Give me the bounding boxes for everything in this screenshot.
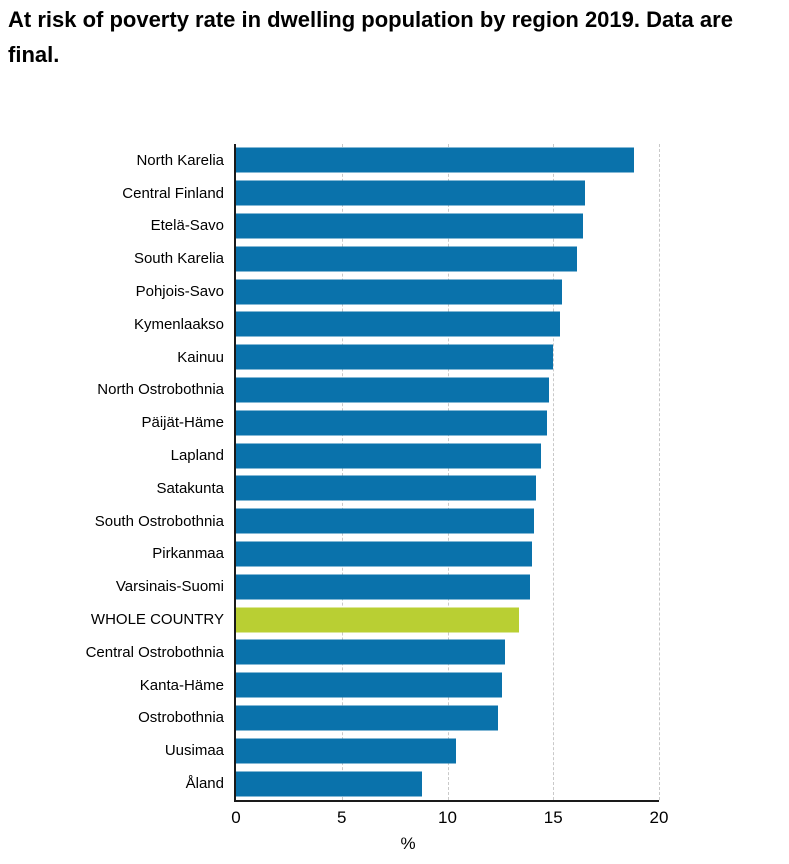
bar-row: Pirkanmaa (0, 538, 789, 571)
category-label-ostrobothnia: Ostrobothnia (138, 709, 224, 727)
category-label-pirkanmaa: Pirkanmaa (152, 545, 224, 563)
bar-row: Ostrobothnia (0, 702, 789, 735)
bar-row: Kymenlaakso (0, 308, 789, 341)
bar-kymenlaakso (236, 311, 560, 337)
category-label-uusimaa: Uusimaa (164, 742, 224, 760)
x-axis-title: % (400, 834, 416, 853)
bar-row: North Ostrobothnia (0, 374, 789, 407)
category-label-north-karelia: North Karelia (136, 151, 224, 169)
gridline (553, 144, 555, 800)
category-label-satakunta: Satakunta (156, 479, 224, 497)
bar-row: South Karelia (0, 242, 789, 275)
bar-row: Kanta-Häme (0, 669, 789, 702)
category-label-etel-savo: Etelä-Savo (150, 217, 224, 235)
category-label-central-finland: Central Finland (122, 184, 224, 202)
category-label-central-ostrobothnia: Central Ostrobothnia (85, 643, 224, 661)
category-label-kainuu: Kainuu (177, 348, 224, 366)
bar-row: Etelä-Savo (0, 210, 789, 243)
bar-p-ij-t-h-me (236, 410, 547, 436)
bar-etel-savo (236, 213, 583, 239)
bar-pohjois-savo (236, 279, 562, 305)
bar-row: Varsinais-Suomi (0, 570, 789, 603)
x-tick-label-15: 15 (543, 808, 563, 827)
x-tick-label-0: 0 (231, 808, 241, 827)
category-label-p-ij-t-h-me: Päijät-Häme (141, 414, 224, 432)
bar-row: Uusimaa (0, 734, 789, 767)
bar-pirkanmaa (236, 541, 533, 567)
bar-row: Satakunta (0, 472, 789, 505)
bar-whole-country (236, 607, 520, 633)
bar-row: Päijät-Häme (0, 406, 789, 439)
category-label-kymenlaakso: Kymenlaakso (133, 315, 224, 333)
bar-lapland (236, 443, 541, 469)
category-label-lapland: Lapland (170, 447, 224, 465)
category-label-south-karelia: South Karelia (133, 250, 224, 268)
bar-kainuu (236, 344, 554, 370)
category-label-land: Åland (185, 775, 224, 793)
bar-satakunta (236, 475, 537, 501)
plot-area (234, 144, 659, 802)
bar-south-karelia (236, 246, 577, 272)
bar-row: Central Finland (0, 177, 789, 210)
bar-kanta-h-me (236, 672, 503, 698)
gridline (447, 144, 449, 800)
category-label-varsinais-suomi: Varsinais-Suomi (115, 578, 224, 596)
bar-ostrobothnia (236, 705, 499, 731)
bar-row: South Ostrobothnia (0, 505, 789, 538)
bar-varsinais-suomi (236, 574, 530, 600)
bar-north-ostrobothnia (236, 377, 550, 403)
x-tick-label-5: 5 (337, 808, 347, 827)
gridline (659, 144, 660, 800)
bar-central-finland (236, 180, 585, 206)
bar-uusimaa (236, 738, 456, 764)
bar-north-karelia (236, 147, 634, 173)
bar-row: North Karelia (0, 144, 789, 177)
category-label-south-ostrobothnia: South Ostrobothnia (94, 512, 224, 530)
bar-central-ostrobothnia (236, 639, 505, 665)
x-tick-label-20: 20 (649, 808, 669, 827)
bar-row: Central Ostrobothnia (0, 636, 789, 669)
bar-south-ostrobothnia (236, 508, 535, 534)
category-label-kanta-h-me: Kanta-Häme (139, 676, 224, 694)
bar-row: Pohjois-Savo (0, 275, 789, 308)
category-label-north-ostrobothnia: North Ostrobothnia (97, 381, 224, 399)
bar-row: WHOLE COUNTRY (0, 603, 789, 636)
gridline (341, 144, 343, 800)
bar-row: Lapland (0, 439, 789, 472)
bar-row: Kainuu (0, 341, 789, 374)
bar-land (236, 771, 423, 797)
x-tick-label-10: 10 (438, 808, 457, 827)
category-label-pohjois-savo: Pohjois-Savo (135, 283, 224, 301)
bar-row: Åland (0, 767, 789, 800)
category-label-whole-country: WHOLE COUNTRY (90, 611, 224, 629)
chart-title: At risk of poverty rate in dwelling popu… (8, 7, 733, 67)
